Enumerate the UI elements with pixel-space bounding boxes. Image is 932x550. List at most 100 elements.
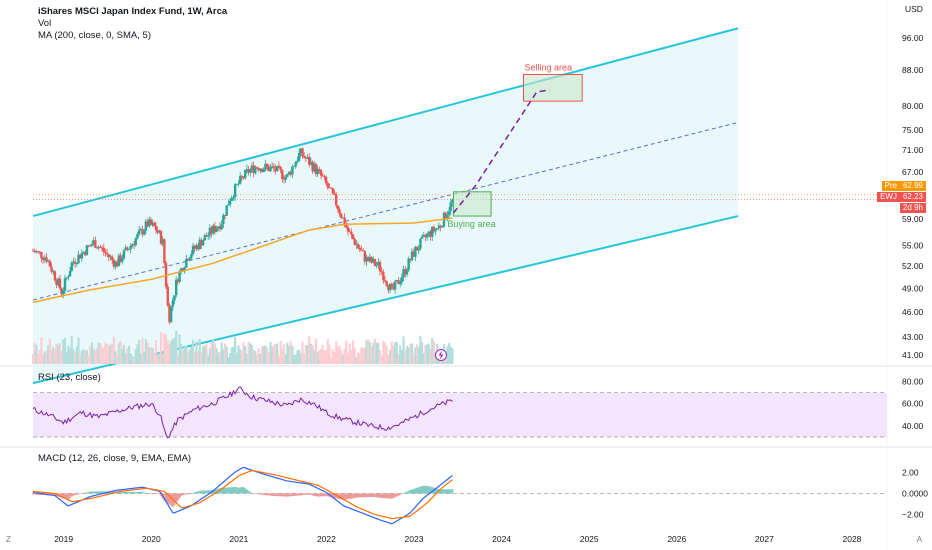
candle[interactable] (191, 242, 195, 256)
candle[interactable] (218, 222, 222, 232)
candle[interactable] (264, 159, 267, 172)
candle[interactable] (351, 233, 355, 240)
selling-area-box[interactable] (523, 73, 583, 102)
candle[interactable] (269, 164, 272, 172)
candle[interactable] (58, 275, 62, 291)
candle[interactable] (227, 200, 230, 206)
candle[interactable] (215, 225, 218, 233)
candle[interactable] (382, 269, 385, 284)
candle[interactable] (114, 260, 117, 270)
candle[interactable] (309, 157, 313, 166)
candle[interactable] (233, 182, 237, 202)
candle[interactable] (427, 231, 431, 238)
candle[interactable] (105, 248, 109, 258)
candle[interactable] (425, 232, 429, 241)
candle[interactable] (242, 176, 245, 180)
candle[interactable] (78, 254, 82, 259)
candle[interactable] (117, 253, 121, 267)
candle[interactable] (308, 152, 311, 168)
candle[interactable] (329, 186, 333, 189)
candle[interactable] (121, 254, 124, 265)
candle[interactable] (304, 155, 308, 163)
candle[interactable] (292, 165, 296, 168)
candle[interactable] (92, 237, 95, 246)
candle[interactable] (99, 245, 102, 249)
candle[interactable] (238, 172, 242, 185)
candle[interactable] (415, 245, 419, 251)
candle[interactable] (259, 168, 262, 174)
candle[interactable] (343, 213, 346, 228)
candle[interactable] (250, 161, 254, 173)
candle[interactable] (286, 173, 289, 178)
candle[interactable] (274, 164, 277, 175)
candle[interactable] (146, 218, 149, 227)
candle[interactable] (161, 236, 164, 247)
candle[interactable] (142, 229, 146, 236)
candle[interactable] (431, 226, 434, 242)
candle[interactable] (409, 258, 412, 264)
candle[interactable] (104, 248, 107, 257)
candle[interactable] (311, 160, 314, 174)
candle[interactable] (363, 250, 367, 265)
candle[interactable] (131, 243, 134, 248)
candle[interactable] (67, 274, 70, 281)
candle[interactable] (169, 306, 173, 323)
candle[interactable] (100, 245, 104, 252)
candle[interactable] (282, 175, 286, 184)
candle[interactable] (402, 265, 405, 282)
auto-scale-button[interactable]: A (916, 535, 922, 544)
candle[interactable] (346, 222, 350, 236)
candle[interactable] (213, 222, 217, 235)
candle[interactable] (314, 162, 318, 177)
candle[interactable] (129, 243, 132, 254)
candle[interactable] (287, 171, 291, 176)
candle[interactable] (141, 225, 144, 238)
candle[interactable] (247, 165, 250, 176)
price-axis[interactable]: 96.00 88.00 80.00 75.00 71.00 67.00 59.00 55.00… (902, 33, 924, 360)
candle[interactable] (370, 256, 373, 264)
candle[interactable] (277, 161, 281, 169)
candle[interactable] (272, 163, 276, 173)
candle[interactable] (255, 166, 259, 170)
candle[interactable] (75, 262, 78, 267)
candle[interactable] (63, 274, 67, 294)
volume-legend[interactable]: Vol (38, 18, 52, 29)
candle[interactable] (46, 259, 50, 263)
candle[interactable] (36, 251, 40, 254)
candle[interactable] (393, 279, 397, 294)
candle[interactable] (365, 254, 368, 266)
candle[interactable] (400, 273, 404, 286)
candle[interactable] (132, 240, 136, 250)
candle[interactable] (94, 236, 97, 249)
candle[interactable] (244, 169, 247, 180)
macd-legend[interactable]: MACD (12, 26, close, 9, EMA, EMA) (38, 453, 192, 464)
candle[interactable] (31, 248, 35, 252)
candle[interactable] (122, 249, 126, 260)
candle[interactable] (321, 173, 324, 177)
candle[interactable] (137, 226, 141, 236)
candle[interactable] (124, 244, 127, 251)
candle[interactable] (212, 223, 215, 236)
candle[interactable] (417, 245, 420, 255)
candle[interactable] (366, 256, 370, 262)
candle[interactable] (296, 156, 299, 164)
candle[interactable] (410, 248, 414, 261)
candle[interactable] (345, 222, 348, 229)
candle[interactable] (53, 270, 57, 283)
candle[interactable] (348, 228, 351, 233)
candle[interactable] (82, 251, 85, 255)
candle[interactable] (72, 257, 75, 266)
candle[interactable] (245, 164, 249, 174)
candle[interactable] (422, 231, 425, 238)
projection-path[interactable] (452, 89, 550, 214)
candle[interactable] (306, 154, 309, 159)
candle[interactable] (355, 240, 358, 250)
candle[interactable] (220, 220, 223, 231)
candle[interactable] (368, 253, 372, 263)
candle[interactable] (284, 174, 287, 183)
candle[interactable] (68, 266, 72, 277)
candle[interactable] (185, 254, 188, 268)
rsi-line[interactable] (32, 386, 453, 439)
candle[interactable] (356, 241, 360, 249)
